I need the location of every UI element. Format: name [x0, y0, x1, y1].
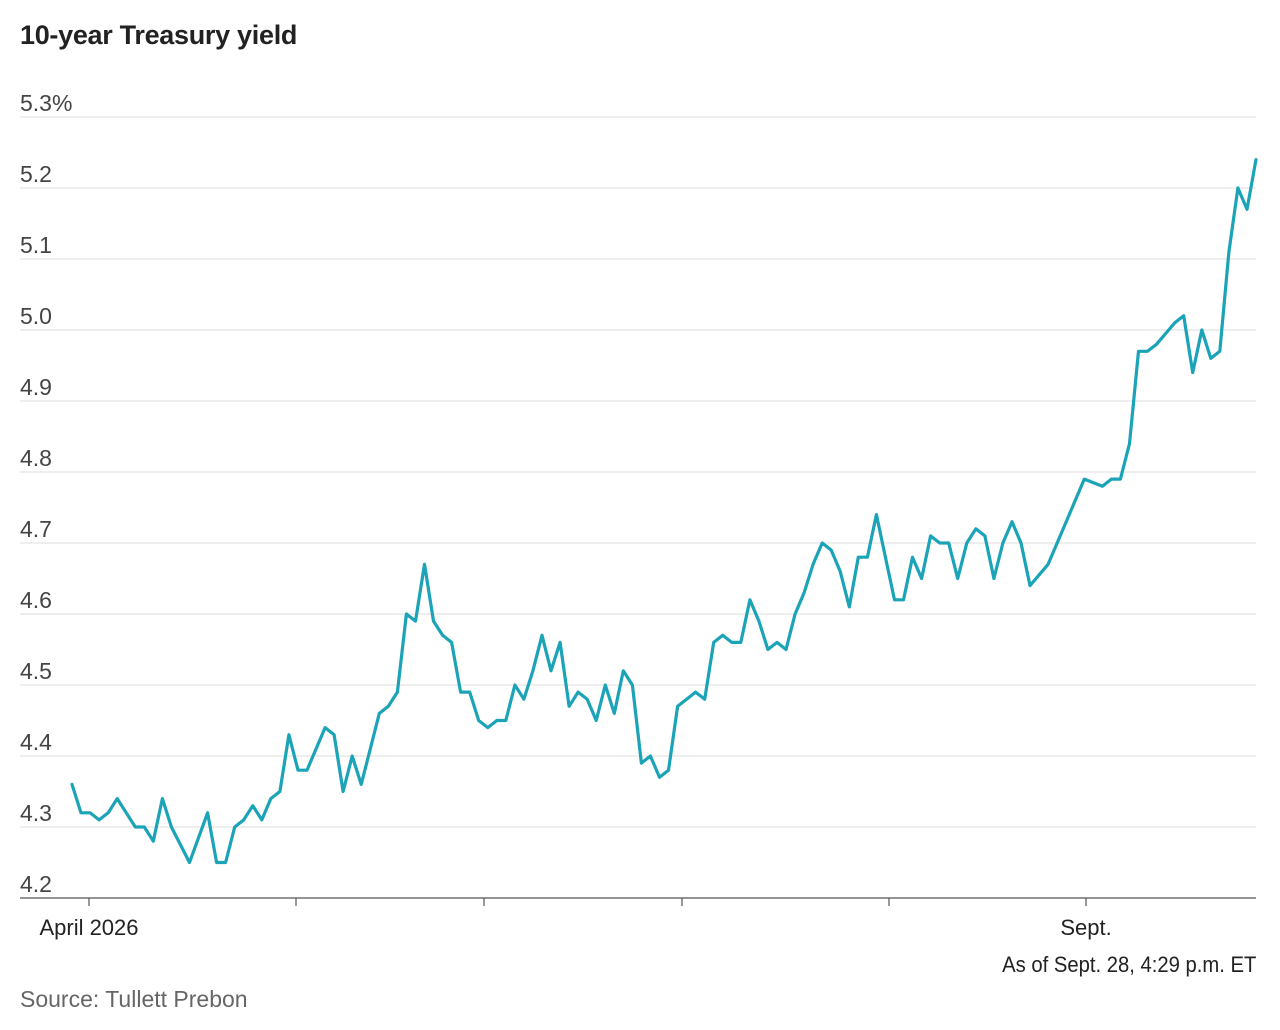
y-tick-label: 4.3: [20, 800, 52, 826]
y-tick-label: 5.3%: [20, 90, 72, 116]
source-note: Source: Tullett Prebon: [20, 986, 248, 1012]
series-lines: [70, 158, 1258, 865]
y-tick-label: 5.2: [20, 161, 52, 187]
y-tick-label: 5.1: [20, 232, 52, 258]
y-axis-ticks: 5.3% 5.2 5.1 5.0 4.9 4.8 4.7 4.6 4.5 4.4 4.3 4.2: [20, 90, 72, 897]
grid-lines: [20, 116, 1256, 899]
x-tick-label: Sept.: [1060, 915, 1111, 940]
y-tick-label: 4.7: [20, 516, 52, 542]
x-tick-label: April 2026: [39, 915, 138, 940]
series-line-10-year-yield: [70, 158, 1258, 865]
line-chart: 5.3% 5.2 5.1 5.0 4.9 4.8 4.7 4.6 4.5 4.4 4.3 4.2 Ap…: [20, 90, 1258, 940]
y-tick-label: 4.2: [20, 871, 52, 897]
y-tick-label: 4.9: [20, 374, 52, 400]
chart-title: 10-year Treasury yield: [20, 20, 298, 50]
timestamp-note: As of Sept. 28, 4:29 p.m. ET: [1001, 952, 1256, 977]
y-tick-label: 5.0: [20, 303, 52, 329]
y-tick-label: 4.4: [20, 729, 52, 755]
y-tick-label: 4.6: [20, 587, 52, 613]
y-tick-label: 4.5: [20, 658, 52, 684]
x-axis: April 2026 Sept.: [39, 898, 1112, 940]
y-tick-label: 4.8: [20, 445, 52, 471]
